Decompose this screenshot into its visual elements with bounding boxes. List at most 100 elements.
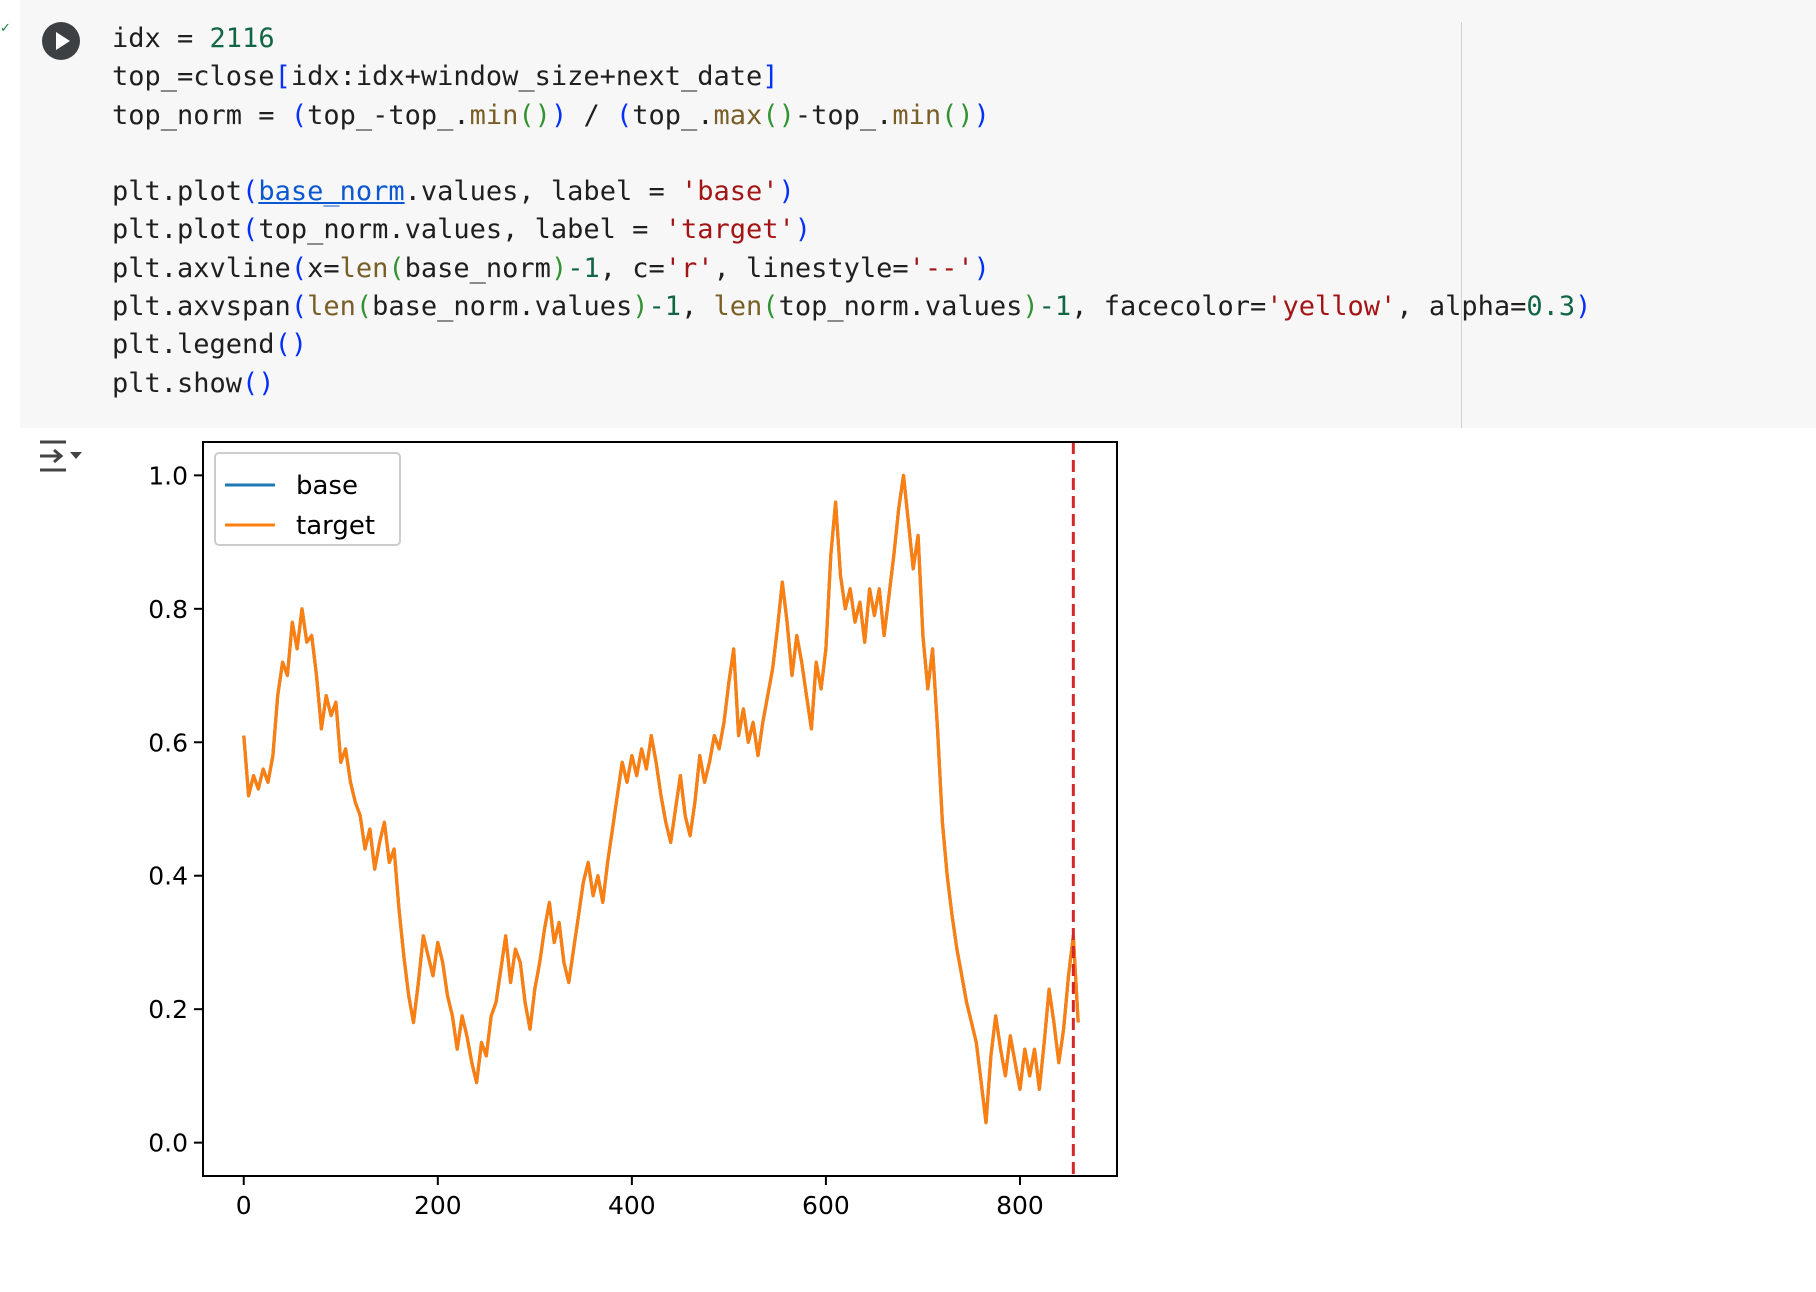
y-tick-label: 0.8 [148,595,188,624]
code-token: , facecolor= [1071,291,1267,323]
code-token: -1 [648,291,681,323]
code-token: ) [550,252,568,284]
code-token: plt.plot [112,214,243,246]
code-token: ) [1022,291,1039,323]
code-token: ( [388,252,405,284]
y-tick-label: 0.6 [148,728,188,757]
code-line: idx = 2116 [112,20,1591,58]
code-token: ) [778,176,795,208]
code-token: ] [762,61,779,93]
code-token: 0.3 [1526,291,1576,323]
code-token: plt.plot [112,176,243,208]
code-token: base_norm [404,252,551,284]
code-token: ) [632,291,649,323]
code-token: min [892,99,942,131]
legend-label-base: base [296,471,358,501]
code-token: ) [973,252,990,284]
code-token: / [567,99,616,131]
code-line: top_norm = (top_-top_.min()) / (top_.max… [112,97,1591,135]
x-tick-label: 600 [802,1191,850,1220]
code-token: '--' [908,252,974,284]
code-line: plt.legend() [112,326,1591,364]
code-token: top_norm = [112,99,291,131]
y-tick-label: 0.0 [148,1129,188,1158]
code-token: ( [242,214,259,246]
code-token: , alpha= [1396,291,1527,323]
code-token: , linestyle= [713,252,909,284]
x-tick-label: 0 [236,1191,252,1220]
series-line-target [242,473,1080,1125]
code-token: base_norm.values [372,291,633,323]
code-token: 'base' [680,176,779,208]
code-token: ( [762,291,779,323]
checkmark-icon: ✓ [0,21,11,36]
code-token: plt.axvspan [112,291,291,323]
x-tick-label: 800 [996,1191,1044,1220]
code-token: ( [615,99,633,131]
code-token: idx = [112,23,210,54]
code-token: ( [290,99,308,131]
code-token: -1 [1038,291,1072,323]
code-token: max [713,99,763,131]
editor-ruler [1461,22,1462,428]
code-line [112,135,1591,173]
code-token: ( [355,291,373,323]
code-token: top_norm.values, label = [258,214,665,246]
code-token: , c= [599,252,665,284]
code-token: , [681,291,714,323]
y-tick-label: 1.0 [148,461,188,490]
code-token: () [242,367,275,399]
code-line: plt.show() [112,365,1591,403]
output-actions-button[interactable] [36,436,86,476]
plot-frame [202,441,1118,1177]
y-tick-label: 0.4 [148,862,188,891]
chart: 0 200 400 600 800 0.0 0.2 0.4 0.6 0.8 1.0 base targ… [148,441,1118,1220]
code-cell[interactable]: idx = 2116 top_=close[idx:idx+window_size… [20,0,1816,428]
code-token: .values, label = [404,176,681,208]
code-token: () [274,329,308,361]
code-token: 'target' [664,214,795,246]
code-token: min [469,99,519,131]
code-token: top_norm.values [778,291,1023,323]
code-token: -top_. [794,99,893,131]
x-tick-label: 400 [608,1191,656,1220]
output-actions-icon [40,440,82,472]
code-token: top_=close [112,61,275,93]
legend-box [214,452,401,546]
code-token: 2116 [209,23,275,54]
code-token: idx:idx+window_size+next_date [290,61,763,93]
code-token: ) [973,99,990,131]
code-line: top_=close[idx:idx+window_size+next_date… [112,58,1591,96]
code-token: ( [242,176,259,208]
code-token: 'r' [664,252,714,284]
code-token: () [518,99,551,131]
chart-series-layer [242,442,1080,1176]
code-line: plt.plot(top_norm.values, label = 'targe… [112,211,1591,249]
code-token: ( [290,291,308,323]
code-token: () [941,99,974,131]
code-line: plt.axvline(x=len(base_norm)-1, c='r', l… [112,250,1591,288]
code-token: top_. [632,99,714,131]
code-token: [ [274,61,291,93]
code-token: len [713,291,763,323]
code-token: ) [794,214,812,246]
code-token[interactable]: base_norm [258,176,405,208]
code-token: ) [1575,291,1592,323]
run-cell-button[interactable] [42,22,80,60]
code-token: 'yellow' [1266,291,1397,323]
code-token: top_-top_. [307,99,470,131]
code-token: ) [550,99,568,131]
play-icon [56,32,70,50]
code-line: plt.plot(base_norm.values, label = 'base… [112,173,1591,211]
code-token: ( [290,252,308,284]
code-line: plt.axvspan(len(base_norm.values)-1, len… [112,288,1591,326]
chart-axes: 0 200 400 600 800 0.0 0.2 0.4 0.6 0.8 1.0 [148,461,1044,1220]
code-token: len [339,252,389,284]
legend-label-target: target [296,511,375,541]
code-token: -1 [567,252,600,284]
y-tick-label: 0.2 [148,995,188,1024]
x-tick-label: 200 [414,1191,462,1220]
code-token: plt.axvline [112,252,291,284]
code-editor[interactable]: idx = 2116 top_=close[idx:idx+window_size… [112,20,1591,403]
code-token: plt.show [112,367,243,399]
